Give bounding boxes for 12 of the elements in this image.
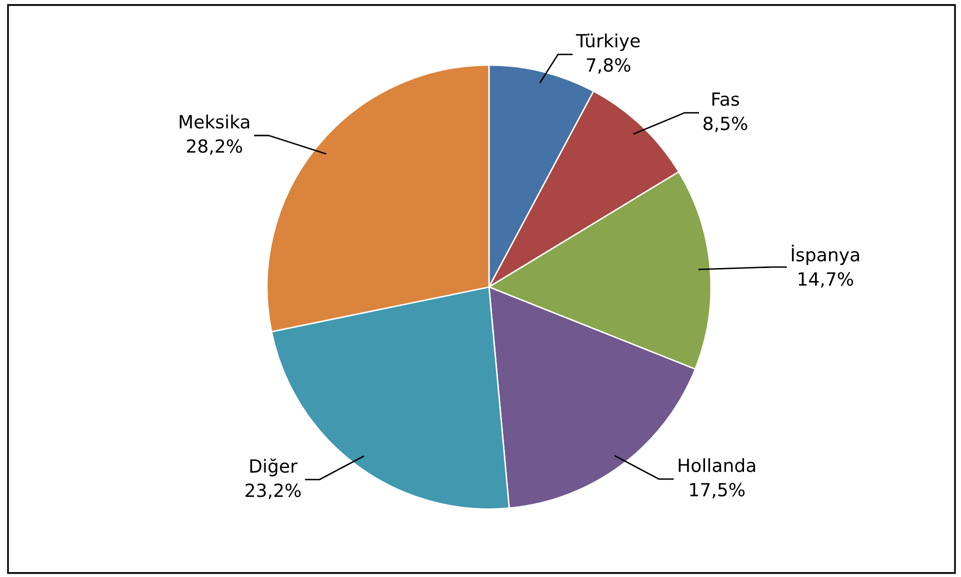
data-label: 28,2% [187, 139, 242, 155]
data-label: 14,7% [798, 272, 854, 288]
slice-label: Meksika [180, 114, 250, 129]
slice-label: Türkiye [576, 34, 640, 51]
data-label: 8,5% [704, 116, 748, 132]
slice-label: İspanya [792, 244, 859, 265]
data-label: 7,8% [586, 58, 630, 74]
slice-label: Fas [712, 92, 739, 106]
data-label: 17,5% [690, 482, 745, 498]
slice-label: Hollanda [678, 458, 756, 472]
slice-label: Diğer [250, 458, 298, 476]
data-label: 23,2% [246, 484, 301, 500]
